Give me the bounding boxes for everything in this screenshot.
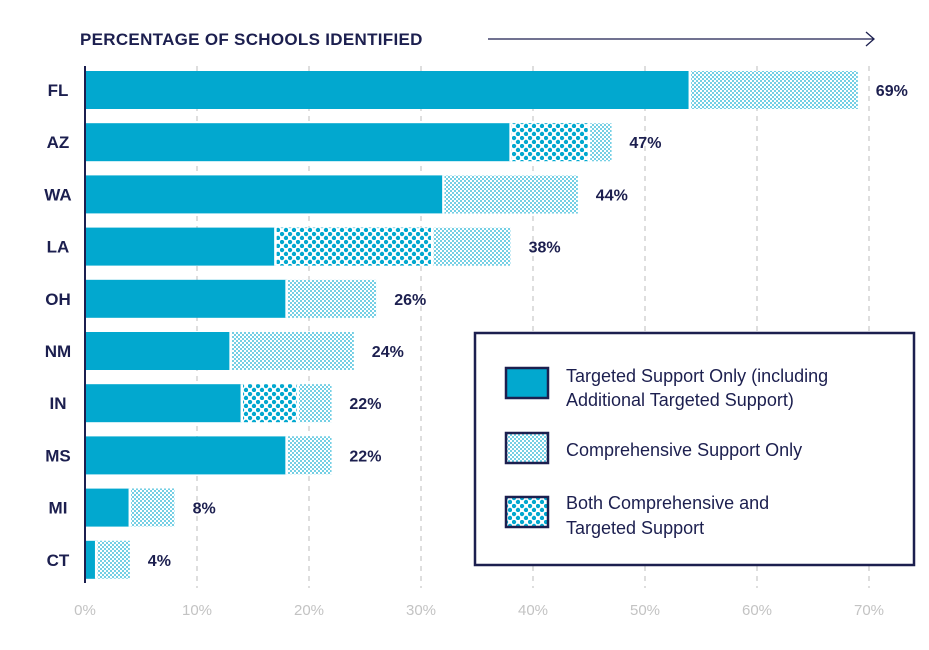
bar-segment [85,123,511,162]
bar-segment [96,540,130,579]
x-tick-labels: 0% 10% 20% 30% 40% 50% 60% 70% [74,602,884,619]
value-label: 44% [596,187,628,204]
bar-segment [85,488,130,527]
x-tick-label: 70% [854,602,884,619]
x-tick-label: 50% [630,602,660,619]
bars [85,71,858,579]
bar-segment [85,227,276,266]
bar-segment [85,279,287,318]
value-label: 4% [148,553,171,570]
category-label: CT [47,551,70,570]
category-label: WA [44,185,71,204]
value-label: 47% [629,135,661,152]
x-tick-label: 0% [74,602,96,619]
x-axis-title-arrow [488,31,875,47]
category-label: MS [45,446,71,465]
legend-label: Targeted Support [566,518,704,538]
value-label: 38% [529,240,561,257]
category-label: IN [50,394,67,413]
bar-segment [85,332,231,370]
x-tick-label: 10% [182,602,212,619]
bar-segment [286,279,377,318]
category-label: OH [45,290,71,309]
legend: Targeted Support Only (including Addition… [473,331,916,567]
legend-swatch [504,366,550,400]
bar-segment [275,227,433,266]
category-label: NM [45,342,71,361]
category-label: MI [49,499,68,518]
x-tick-label: 40% [518,602,548,619]
bar-segment [286,436,332,475]
category-label: AZ [47,133,70,152]
bar-segment [230,332,354,370]
bar-segment [241,384,298,423]
bar-segment [510,123,589,162]
bar-segment [85,175,444,214]
bar-segment [85,384,242,423]
value-label: 8% [193,501,216,518]
legend-label: Comprehensive Support Only [566,440,802,460]
legend-label: Additional Targeted Support) [566,390,794,410]
bar-segment [432,227,511,266]
bar-segment [297,384,332,423]
legend-swatch [504,431,550,465]
value-label: 24% [372,344,404,361]
bar-segment [443,175,578,214]
bar-segment [689,71,858,109]
bar-segment [589,123,612,162]
value-label: 22% [349,396,381,413]
value-label: 22% [349,448,381,465]
category-label: FL [48,81,69,100]
legend-label: Both Comprehensive and [566,493,769,513]
x-tick-label: 60% [742,602,772,619]
labels: FL 69% AZ 47% WA 44% LA 38% OH 26% NM 24% IN 22% MS 22%… [44,81,908,570]
bar-segment [85,540,97,579]
category-label: LA [47,238,70,257]
x-tick-label: 20% [294,602,324,619]
x-axis-title: PERCENTAGE OF SCHOOLS IDENTIFIED [80,30,423,49]
value-label: 69% [876,83,908,100]
bar-segment [85,71,690,109]
bar-segment [129,488,175,527]
legend-swatch [504,495,550,529]
bar-segment [85,436,287,475]
legend-label: Targeted Support Only (including [566,366,828,386]
value-label: 26% [394,292,426,309]
x-tick-label: 30% [406,602,436,619]
